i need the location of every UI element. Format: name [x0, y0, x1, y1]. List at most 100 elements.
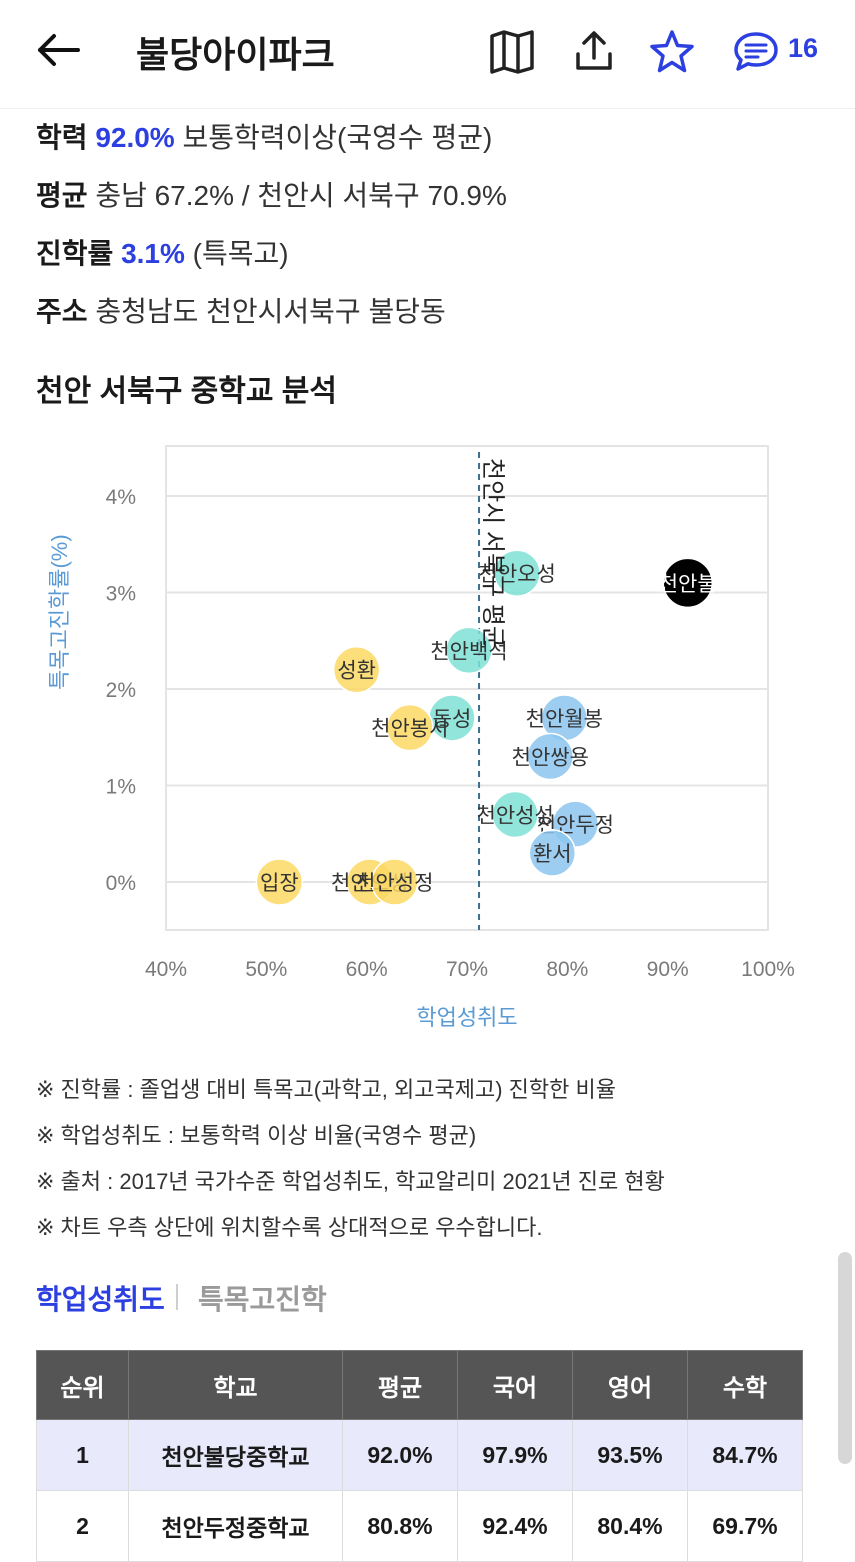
cell-school: 천안불당중학교 — [128, 1419, 343, 1491]
point-label: 천안쌍용 — [512, 747, 589, 770]
point-label: 천안봉서 — [371, 718, 448, 741]
scatter-point: 천안쌍용 — [512, 732, 589, 781]
header-math[interactable]: 수학 — [687, 1350, 803, 1420]
point-label: 천안성정 — [356, 872, 433, 895]
y-tick-label: 2% — [106, 679, 136, 702]
section-title: 천안 서북구 중학교 분석 — [36, 375, 338, 408]
point-label: 동성 — [433, 708, 472, 731]
y-tick-label: 1% — [106, 776, 136, 799]
table-row[interactable]: 1 천안불당중학교 92.0% 97.9% 93.5% 84.7% — [36, 1419, 803, 1491]
y-tick-label: 3% — [106, 583, 136, 606]
ranking-table: 순위 학교 평균 국어 영어 수학 1 천안불당중학교 92.0% 97.9% … — [36, 1350, 803, 1562]
scatter-point: 천안월봉 — [526, 694, 603, 742]
table-header-row: 순위 학교 평균 국어 영어 수학 — [36, 1350, 803, 1420]
cell-school: 천안두정중학교 — [128, 1490, 343, 1562]
cell-rank: 1 — [36, 1419, 129, 1491]
note-achievement: ※ 학업성취도 : 보통학력 이상 비율(국영수 평균) — [36, 1123, 477, 1148]
x-tick-label: 50% — [245, 958, 287, 981]
info-average-desc: 충남 67.2% / 천안시 서북구 70.9% — [95, 180, 507, 211]
scatter-point: 성환 — [332, 645, 381, 694]
point-marker — [663, 559, 712, 607]
info-academic: 학력 92.0% 보통학력이상(국영수 평균) — [36, 116, 492, 156]
scatter-point: 천안불 — [659, 559, 717, 607]
header-english[interactable]: 영어 — [572, 1350, 688, 1420]
info-advancement: 진학률 3.1% (특목고) — [36, 232, 289, 272]
info-average: 평균 충남 67.2% / 천안시 서북구 70.9% — [36, 174, 507, 214]
x-tick-label: 70% — [446, 958, 488, 981]
average-reference-label: 천안시 서북구 평균 — [479, 458, 506, 648]
point-label: 입장 — [260, 872, 299, 895]
arrow-left-icon — [38, 34, 80, 66]
top-app-bar: 불당아이파크 16 — [0, 0, 855, 109]
point-label: 천안백석 — [430, 640, 507, 663]
y-tick-label: 4% — [106, 486, 136, 509]
x-tick-label: 100% — [741, 958, 795, 981]
x-axis-title: 학업성취도 — [416, 1005, 517, 1030]
star-icon — [650, 30, 694, 73]
tab-special-school[interactable]: 특목고진학 — [198, 1284, 327, 1315]
note-advancement: ※ 진학률 : 졸업생 대비 특목고(과학고, 외고국제고) 진학한 비율 — [36, 1077, 616, 1102]
point-label: 천안오성 — [479, 563, 556, 586]
info-academic-desc: 보통학력이상(국영수 평균) — [182, 122, 493, 153]
point-label: 천안월봉 — [526, 708, 603, 731]
point-marker — [255, 858, 304, 906]
note-guide: ※ 차트 우측 상단에 위치할수록 상대적으로 우수합니다. — [36, 1215, 543, 1240]
table-row[interactable]: 2 천안두정중학교 80.8% 92.4% 80.4% 69.7% — [36, 1490, 803, 1562]
point-label: 성환 — [337, 660, 376, 683]
cell-math: 69.7% — [687, 1490, 803, 1562]
scatter-point: 천안성성 — [477, 790, 554, 839]
header-rank[interactable]: 순위 — [36, 1350, 129, 1420]
info-academic-value: 92.0% — [95, 122, 175, 153]
header-school[interactable]: 학교 — [128, 1350, 343, 1420]
tab-divider — [176, 1284, 178, 1310]
scatter-point: 천안백석 — [430, 626, 508, 675]
info-address: 주소 충청남도 천안시서북구 불당동 — [36, 290, 446, 330]
header-korean[interactable]: 국어 — [457, 1350, 573, 1420]
scatter-point: 입장 — [255, 858, 304, 906]
info-advancement-value: 3.1% — [121, 238, 185, 269]
info-advancement-label: 진학률 — [36, 238, 114, 269]
cell-average: 80.8% — [342, 1490, 458, 1562]
point-marker — [386, 703, 434, 752]
point-marker — [493, 549, 541, 597]
x-tick-label: 60% — [346, 958, 388, 981]
info-advancement-desc: (특목고) — [192, 238, 289, 269]
y-axis-title: 특목고진학률(%) — [47, 534, 72, 690]
tab-achievement[interactable]: 학업성취도 — [36, 1284, 165, 1315]
map-button[interactable] — [488, 28, 536, 76]
cell-average: 92.0% — [342, 1419, 458, 1491]
header-average[interactable]: 평균 — [342, 1350, 458, 1420]
x-tick-label: 80% — [546, 958, 588, 981]
x-tick-label: 90% — [647, 958, 689, 981]
scatter-point: 환서 — [528, 829, 577, 877]
cell-english: 93.5% — [572, 1419, 688, 1491]
info-academic-label: 학력 — [36, 122, 88, 153]
cell-math: 84.7% — [687, 1419, 803, 1491]
scrollbar-thumb[interactable] — [838, 1252, 852, 1464]
point-marker — [332, 645, 381, 694]
scatter-point: 천안봉서 — [371, 703, 448, 752]
info-average-label: 평균 — [36, 180, 88, 211]
cell-korean: 92.4% — [457, 1490, 573, 1562]
favorite-button[interactable] — [648, 28, 696, 76]
y-tick-label: 0% — [106, 872, 136, 895]
comment-count: 16 — [788, 33, 819, 63]
cell-english: 80.4% — [572, 1490, 688, 1562]
share-icon — [576, 31, 612, 70]
point-marker — [526, 732, 575, 781]
cell-korean: 97.9% — [457, 1419, 573, 1491]
page-title: 불당아이파크 — [136, 34, 335, 75]
back-button[interactable] — [34, 28, 82, 72]
share-button[interactable] — [570, 28, 618, 76]
point-marker — [445, 626, 493, 675]
note-source: ※ 출처 : 2017년 국가수준 학업성취도, 학교알리미 2021년 진로 … — [36, 1169, 665, 1194]
scatter-point: 천안성정 — [356, 858, 433, 906]
x-tick-label: 40% — [145, 958, 187, 981]
point-marker — [371, 858, 419, 906]
map-icon — [490, 30, 534, 74]
scatter-chart: 0% 1% 2% 3% 4% 40% 50% 60% 70% 80% 90% 100% 학업성취도 천안불… — [106, 445, 795, 1030]
info-address-desc: 충청남도 천안시서북구 불당동 — [95, 296, 446, 327]
cell-rank: 2 — [36, 1490, 129, 1562]
comment-button[interactable] — [732, 28, 780, 76]
point-marker — [528, 829, 577, 877]
